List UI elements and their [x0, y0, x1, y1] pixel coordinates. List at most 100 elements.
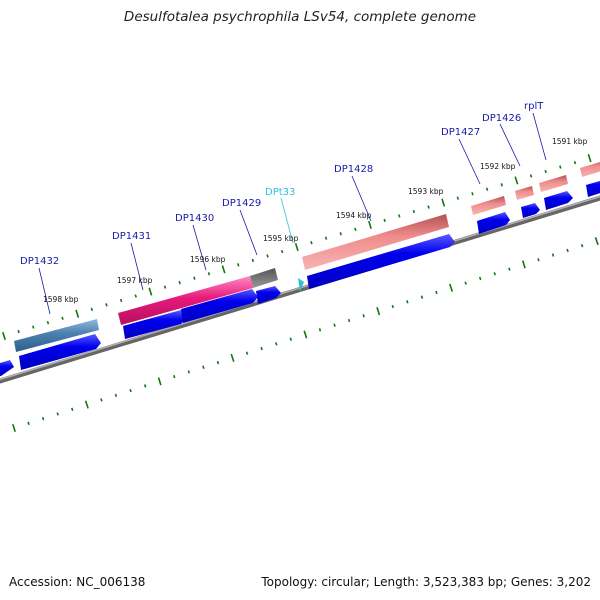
tick-mark — [449, 283, 454, 292]
tick-mark — [339, 232, 342, 236]
tick-mark — [75, 309, 80, 318]
rev-gene-1[interactable] — [0, 360, 14, 378]
rev-gene-4[interactable] — [256, 286, 281, 304]
tick-mark — [32, 325, 35, 329]
kbp-label: 1592 kbp — [480, 162, 516, 171]
tick-mark — [294, 243, 299, 252]
tick-mark — [221, 265, 226, 274]
kbp-label: 1596 kbp — [190, 255, 226, 264]
gene-DP1429-feature[interactable] — [250, 268, 278, 288]
tick-mark — [318, 328, 322, 332]
rev-gene-7[interactable] — [521, 203, 540, 218]
gene-label-DP1430[interactable]: DP1430 — [175, 213, 214, 224]
rev-gene-5[interactable] — [307, 234, 455, 289]
rev-gene-2[interactable] — [19, 334, 101, 370]
gene-label-rplT[interactable]: rplT — [524, 101, 544, 112]
trna-DPt33-marker[interactable] — [298, 278, 304, 292]
gene-label-DP1431[interactable]: DP1431 — [112, 231, 151, 242]
gene-rplT-feature[interactable] — [539, 175, 568, 192]
tick-mark — [237, 263, 240, 267]
tick-mark — [594, 236, 599, 246]
tick-mark — [303, 330, 308, 339]
tick-mark — [266, 254, 269, 258]
kbp-label: 1598 kbp — [43, 295, 79, 304]
tick-mark — [230, 353, 235, 362]
tick-mark — [289, 337, 293, 341]
gene-DP1427-feature[interactable] — [471, 196, 506, 215]
kbp-label: 1595 kbp — [263, 234, 299, 243]
tick-mark — [537, 258, 540, 262]
tick-mark — [163, 285, 167, 289]
map-title: Desulfotalea psychrophila LSv54, complet… — [123, 9, 477, 25]
gene-label-DP1427[interactable]: DP1427 — [441, 127, 480, 138]
kbp-label: 1594 kbp — [336, 211, 372, 220]
tick-mark — [551, 253, 555, 257]
tick-mark — [114, 393, 118, 397]
tick-mark — [90, 307, 94, 312]
gene-DP1432-feature[interactable] — [14, 319, 99, 352]
tick-mark — [354, 227, 357, 231]
gene-label-DPt33[interactable]: DPt33 — [265, 187, 295, 198]
tick-mark — [12, 423, 16, 433]
kbp-label: 1593 kbp — [408, 187, 444, 196]
label-leader-lines — [38, 112, 547, 315]
tick-mark — [406, 300, 409, 304]
tick-mark — [2, 331, 6, 341]
rev-gene-3[interactable] — [123, 310, 186, 339]
tick-mark — [157, 377, 162, 386]
tick-mark — [148, 287, 153, 296]
tick-mark — [412, 209, 416, 214]
tick-mark — [566, 248, 569, 253]
tick-mark — [559, 165, 562, 169]
gene-DP1426-feature[interactable] — [515, 186, 534, 200]
tick-mark — [310, 240, 313, 245]
gene-DP1431-feature[interactable] — [118, 276, 253, 325]
tick-mark — [368, 220, 372, 229]
tick-mark — [84, 400, 89, 409]
tick-mark — [435, 290, 438, 295]
rev-gene-DP1430-feature[interactable] — [181, 289, 258, 323]
gene-right-edge-feature[interactable] — [580, 159, 600, 177]
tick-mark — [119, 298, 123, 303]
tick-mark — [251, 258, 255, 263]
tick-mark — [493, 272, 496, 276]
tick-mark — [143, 384, 147, 388]
tick-mark — [427, 205, 430, 209]
kbp-scale-labels: 1598 kbp 1597 kbp 1596 kbp 1595 kbp 1594… — [43, 137, 588, 304]
gene-label-DP1426[interactable]: DP1426 — [482, 113, 521, 124]
gene-label-DP1429[interactable]: DP1429 — [222, 198, 261, 209]
tick-mark — [441, 198, 446, 207]
gene-label-DP1432[interactable]: DP1432 — [20, 256, 59, 267]
tick-mark — [280, 249, 284, 254]
tick-mark — [61, 316, 64, 320]
tick-mark — [129, 388, 132, 393]
tick-mark — [46, 320, 50, 325]
tick-mark — [245, 351, 249, 355]
tick-mark — [529, 174, 533, 178]
rev-gene-6[interactable] — [477, 212, 510, 234]
genome-summary-text: Topology: circular; Length: 3,523,383 bp… — [261, 575, 591, 589]
tick-mark — [347, 318, 351, 323]
tick-mark — [521, 260, 526, 269]
rev-gene-8[interactable] — [544, 191, 573, 210]
tick-mark — [471, 192, 474, 196]
tick-mark — [105, 303, 108, 307]
tick-mark — [193, 276, 196, 280]
gene-DP1428-feature[interactable] — [302, 214, 449, 270]
tick-mark — [587, 154, 592, 163]
tick-mark — [508, 267, 511, 271]
tick-mark — [173, 374, 176, 379]
forward-strand-genes — [14, 159, 600, 352]
tick-mark — [333, 323, 336, 327]
tick-mark — [178, 280, 181, 285]
tick-mark — [500, 183, 503, 187]
tick-mark — [478, 276, 482, 281]
tick-mark — [485, 187, 489, 191]
reverse-strand-genes — [0, 178, 600, 378]
tick-mark — [324, 236, 328, 240]
gene-label-DP1428[interactable]: DP1428 — [334, 164, 373, 175]
tick-mark — [456, 196, 460, 200]
tick-mark — [56, 412, 59, 416]
rev-gene-9[interactable] — [586, 178, 600, 197]
tick-mark — [17, 329, 20, 334]
